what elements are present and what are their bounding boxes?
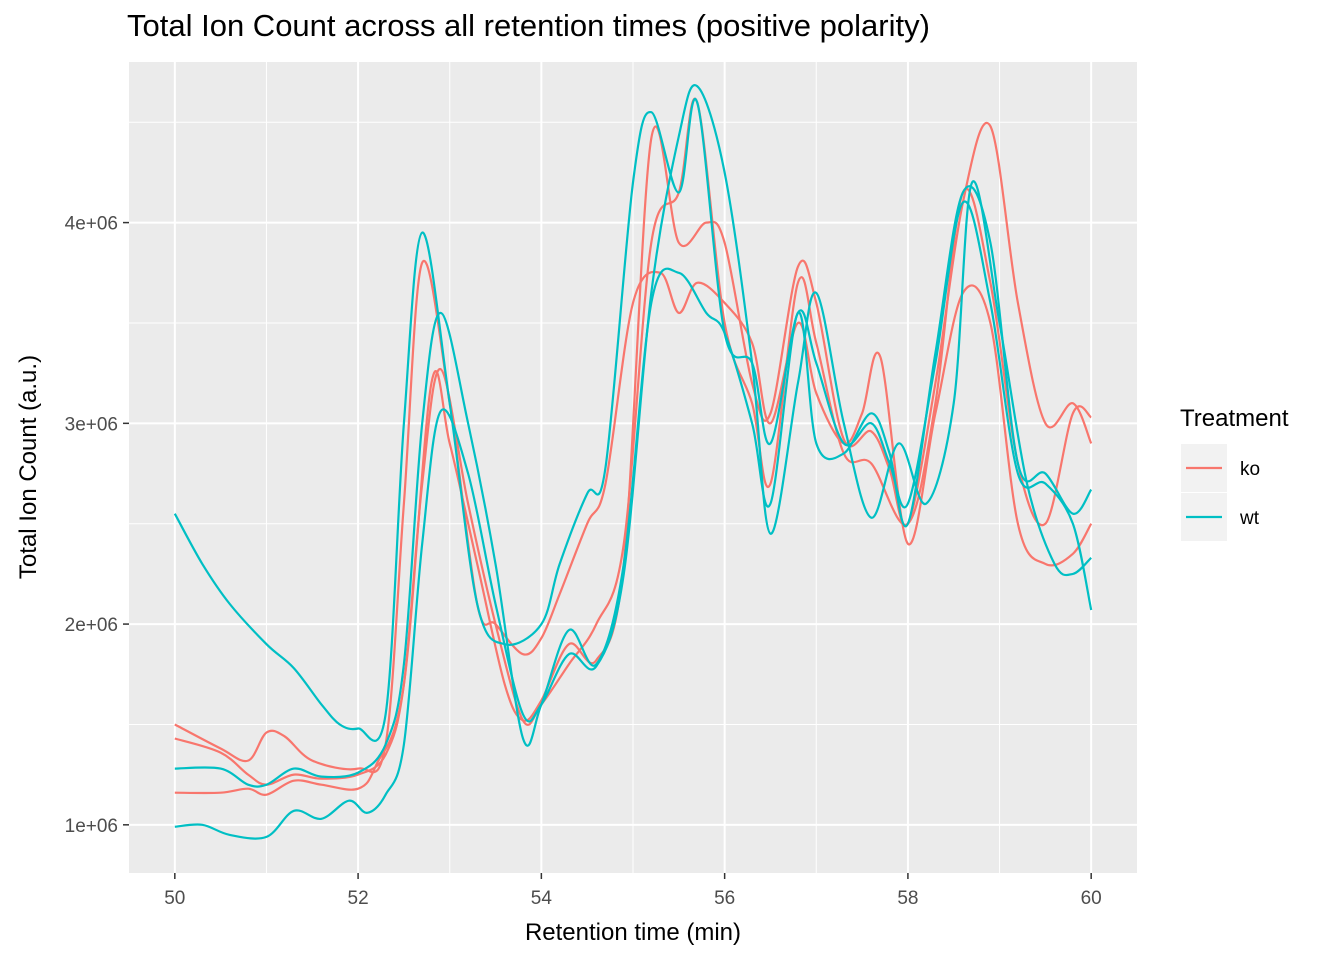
x-tick-label: 50 [164, 888, 185, 909]
series-line-wt [173, 97, 1093, 742]
x-tick-label: 54 [531, 888, 553, 909]
legend-label-ko: ko [1240, 459, 1260, 480]
legend-label-wt: wt [1239, 508, 1260, 529]
y-tick-label: 1e+06 [65, 816, 118, 837]
y-tick-label: 2e+06 [65, 615, 118, 636]
y-axis-title: Total Ion Count (a.u.) [15, 355, 42, 579]
chart-title: Total Ion Count across all retention tim… [127, 8, 930, 43]
y-axis: 1e+06 2e+06 3e+06 4e+06 [65, 214, 129, 837]
x-tick-label: 60 [1081, 888, 1102, 909]
legend-title: Treatment [1180, 405, 1289, 432]
series-layer [173, 84, 1093, 840]
x-axis-title: Retention time (min) [525, 919, 741, 946]
minor-gridlines [129, 62, 1137, 873]
x-tick-label: 52 [348, 888, 369, 909]
series-line-ko [174, 122, 1093, 796]
y-tick-label: 4e+06 [65, 214, 118, 235]
legend: Treatment ko wt [1180, 405, 1289, 541]
series-line-wt [174, 185, 1093, 788]
major-gridlines [129, 62, 1137, 873]
y-tick-label: 3e+06 [65, 414, 118, 435]
x-tick-label: 58 [897, 888, 918, 909]
x-axis: 50 52 54 56 58 60 [164, 873, 1102, 909]
series-line-ko [174, 259, 1093, 774]
x-tick-label: 56 [714, 888, 735, 909]
series-line-wt [174, 84, 1092, 840]
